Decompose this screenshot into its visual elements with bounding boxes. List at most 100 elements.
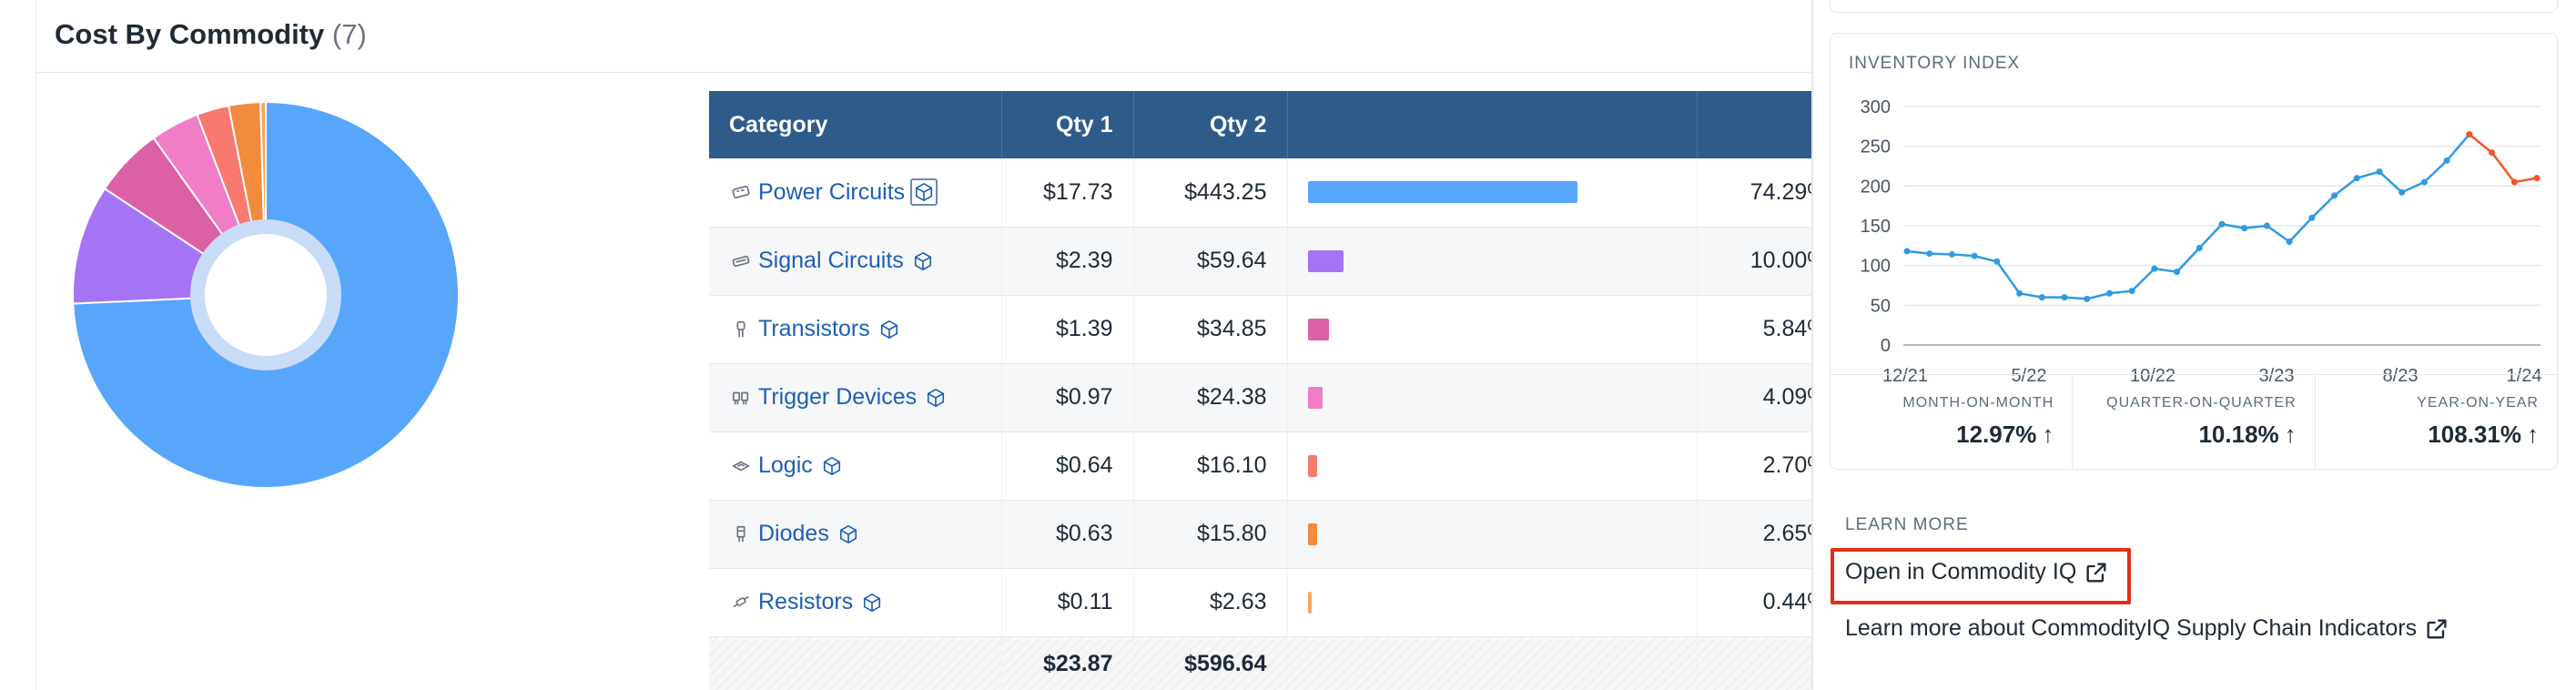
card-title: Cost By Commodity (7) (55, 18, 367, 51)
column-header-bar (1287, 91, 1698, 158)
open-in-commodity-iq-link[interactable]: Open in Commodity IQ (1845, 559, 2109, 585)
data-point[interactable] (2331, 192, 2338, 199)
cube-icon[interactable] (876, 316, 903, 343)
bar-cell (1287, 158, 1698, 228)
data-point[interactable] (1993, 258, 2001, 265)
table-row: Resistors $0.11 $2.63 0.44% (709, 568, 1849, 637)
data-point[interactable] (2510, 178, 2518, 186)
table-row: Power Circuits $17.73 $443.25 74.29% (709, 158, 1849, 228)
data-point[interactable] (2420, 178, 2428, 186)
arrow-up-icon: ↑ (2526, 421, 2539, 448)
category-link[interactable]: Trigger Devices (758, 384, 918, 410)
column-header-category[interactable]: Category (709, 91, 1002, 158)
series-line (2469, 133, 2538, 184)
data-point[interactable] (2308, 214, 2316, 221)
data-point[interactable] (2443, 157, 2450, 164)
total-qty2: $596.64 (1133, 636, 1288, 690)
data-point[interactable] (2399, 188, 2406, 196)
commodity-donut-chart (72, 100, 460, 489)
category-content: Signal Circuits (729, 248, 981, 275)
resistor-icon (729, 591, 753, 614)
cube-icon[interactable] (818, 452, 846, 480)
column-header-qty1[interactable]: Qty 1 (1001, 91, 1134, 158)
qty2-cell: $24.38 (1133, 363, 1288, 432)
table-total-row: $23.87 $596.64 (709, 636, 1849, 690)
qty1-cell: $0.97 (1001, 363, 1134, 432)
category-link[interactable]: Logic (758, 452, 813, 478)
category-link[interactable]: Resistors (758, 589, 854, 614)
commodity-table: Category Qty 1 Qty 2 Power Circuits $17.… (709, 91, 1849, 690)
category-content: Diodes (729, 521, 981, 548)
data-point[interactable] (2263, 222, 2270, 229)
qty1-cell: $0.64 (1001, 431, 1134, 501)
cube-icon[interactable] (922, 384, 949, 411)
qty1-cell: $17.73 (1001, 158, 1134, 228)
qty1-cell: $1.39 (1001, 295, 1134, 364)
metric-quarter-on-quarter: QUARTER-ON-QUARTER 10.18% ↑ (2073, 375, 2316, 469)
qty1-cell: $2.39 (1001, 227, 1134, 296)
table-row: Diodes $0.63 $15.80 2.65% (709, 500, 1849, 569)
data-point[interactable] (1948, 250, 1955, 258)
cube-icon[interactable] (909, 248, 937, 275)
data-point[interactable] (2196, 244, 2203, 251)
data-point[interactable] (2286, 238, 2293, 245)
data-point[interactable] (2218, 220, 2226, 228)
data-point[interactable] (2533, 175, 2541, 182)
highlight-box (1831, 548, 2131, 604)
y-tick-label: 200 (1861, 177, 1891, 197)
percent-bar (1307, 591, 1312, 614)
bar-cell (1287, 295, 1698, 364)
category-cell: Signal Circuits (709, 227, 1002, 296)
qty2-cell: $59.64 (1133, 227, 1288, 296)
data-point[interactable] (1926, 250, 1933, 258)
cube-icon[interactable] (858, 589, 886, 616)
donut-inner-ring (190, 219, 341, 370)
chip-icon (729, 249, 753, 273)
qty1-cell: $0.11 (1001, 568, 1134, 637)
percent-bar (1307, 249, 1344, 272)
category-link[interactable]: Power Circuits (758, 178, 906, 205)
category-cell: Resistors (709, 568, 1002, 637)
category-link[interactable]: Diodes (758, 521, 829, 546)
data-point[interactable] (2105, 289, 2113, 297)
category-link[interactable]: Signal Circuits (758, 248, 904, 273)
data-point[interactable] (2038, 294, 2045, 301)
panel-divider (1811, 0, 1813, 690)
data-point[interactable] (2376, 168, 2383, 176)
category-content: Power Circuits (729, 178, 981, 207)
qty2-cell: $2.63 (1133, 568, 1288, 637)
inventory-index-title: INVENTORY INDEX (1849, 54, 2021, 73)
data-point[interactable] (2466, 131, 2473, 138)
link-label: Learn more about CommodityIQ Supply Chai… (1845, 615, 2418, 641)
data-point[interactable] (2353, 175, 2360, 182)
external-link-icon (2424, 616, 2449, 642)
learn-more-indicators-link[interactable]: Learn more about CommodityIQ Supply Chai… (1845, 615, 2449, 642)
data-point[interactable] (2061, 294, 2068, 301)
data-point[interactable] (2016, 289, 2023, 297)
total-qty1: $23.87 (1001, 636, 1134, 690)
data-point[interactable] (2241, 225, 2248, 232)
data-point[interactable] (1903, 248, 1911, 255)
column-header-qty2[interactable]: Qty 2 (1133, 91, 1288, 158)
data-point[interactable] (2174, 269, 2181, 276)
data-point[interactable] (2084, 295, 2091, 302)
category-content: Trigger Devices (729, 384, 981, 411)
category-content: Logic (729, 452, 981, 480)
previous-card-edge (1830, 0, 2558, 13)
category-link[interactable]: Transistors (758, 316, 870, 341)
metric-value-text: 10.18% (2198, 421, 2279, 448)
right-panel: INVENTORY INDEX 0 50 100 150 200 250 300 12/21 5… (1813, 0, 2576, 690)
metric-value-text: 12.97% (1956, 421, 2037, 448)
table-row: Logic $0.64 $16.10 2.70% (709, 431, 1849, 501)
data-point[interactable] (1971, 252, 1978, 259)
table-row: Signal Circuits $2.39 $59.64 10.00% (709, 227, 1849, 296)
percent-bar (1307, 181, 1577, 204)
metric-value-text: 108.31% (2428, 421, 2521, 448)
metric-value: 10.18% ↑ (2091, 421, 2296, 449)
cube-icon[interactable] (835, 521, 862, 548)
data-point[interactable] (2151, 265, 2158, 272)
y-tick-label: 50 (1871, 296, 1891, 316)
data-point[interactable] (2128, 288, 2135, 295)
data-point[interactable] (2489, 149, 2496, 157)
cube-icon[interactable] (910, 178, 938, 207)
